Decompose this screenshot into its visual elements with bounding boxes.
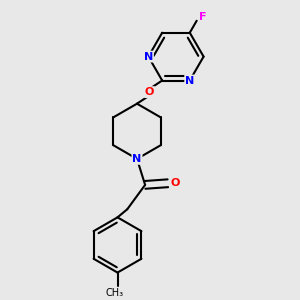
Text: O: O [145,87,154,97]
Text: N: N [185,76,194,85]
Text: N: N [144,52,153,61]
Text: O: O [170,178,180,188]
Text: N: N [132,154,142,164]
Text: CH₃: CH₃ [105,288,123,298]
Text: F: F [200,13,207,22]
